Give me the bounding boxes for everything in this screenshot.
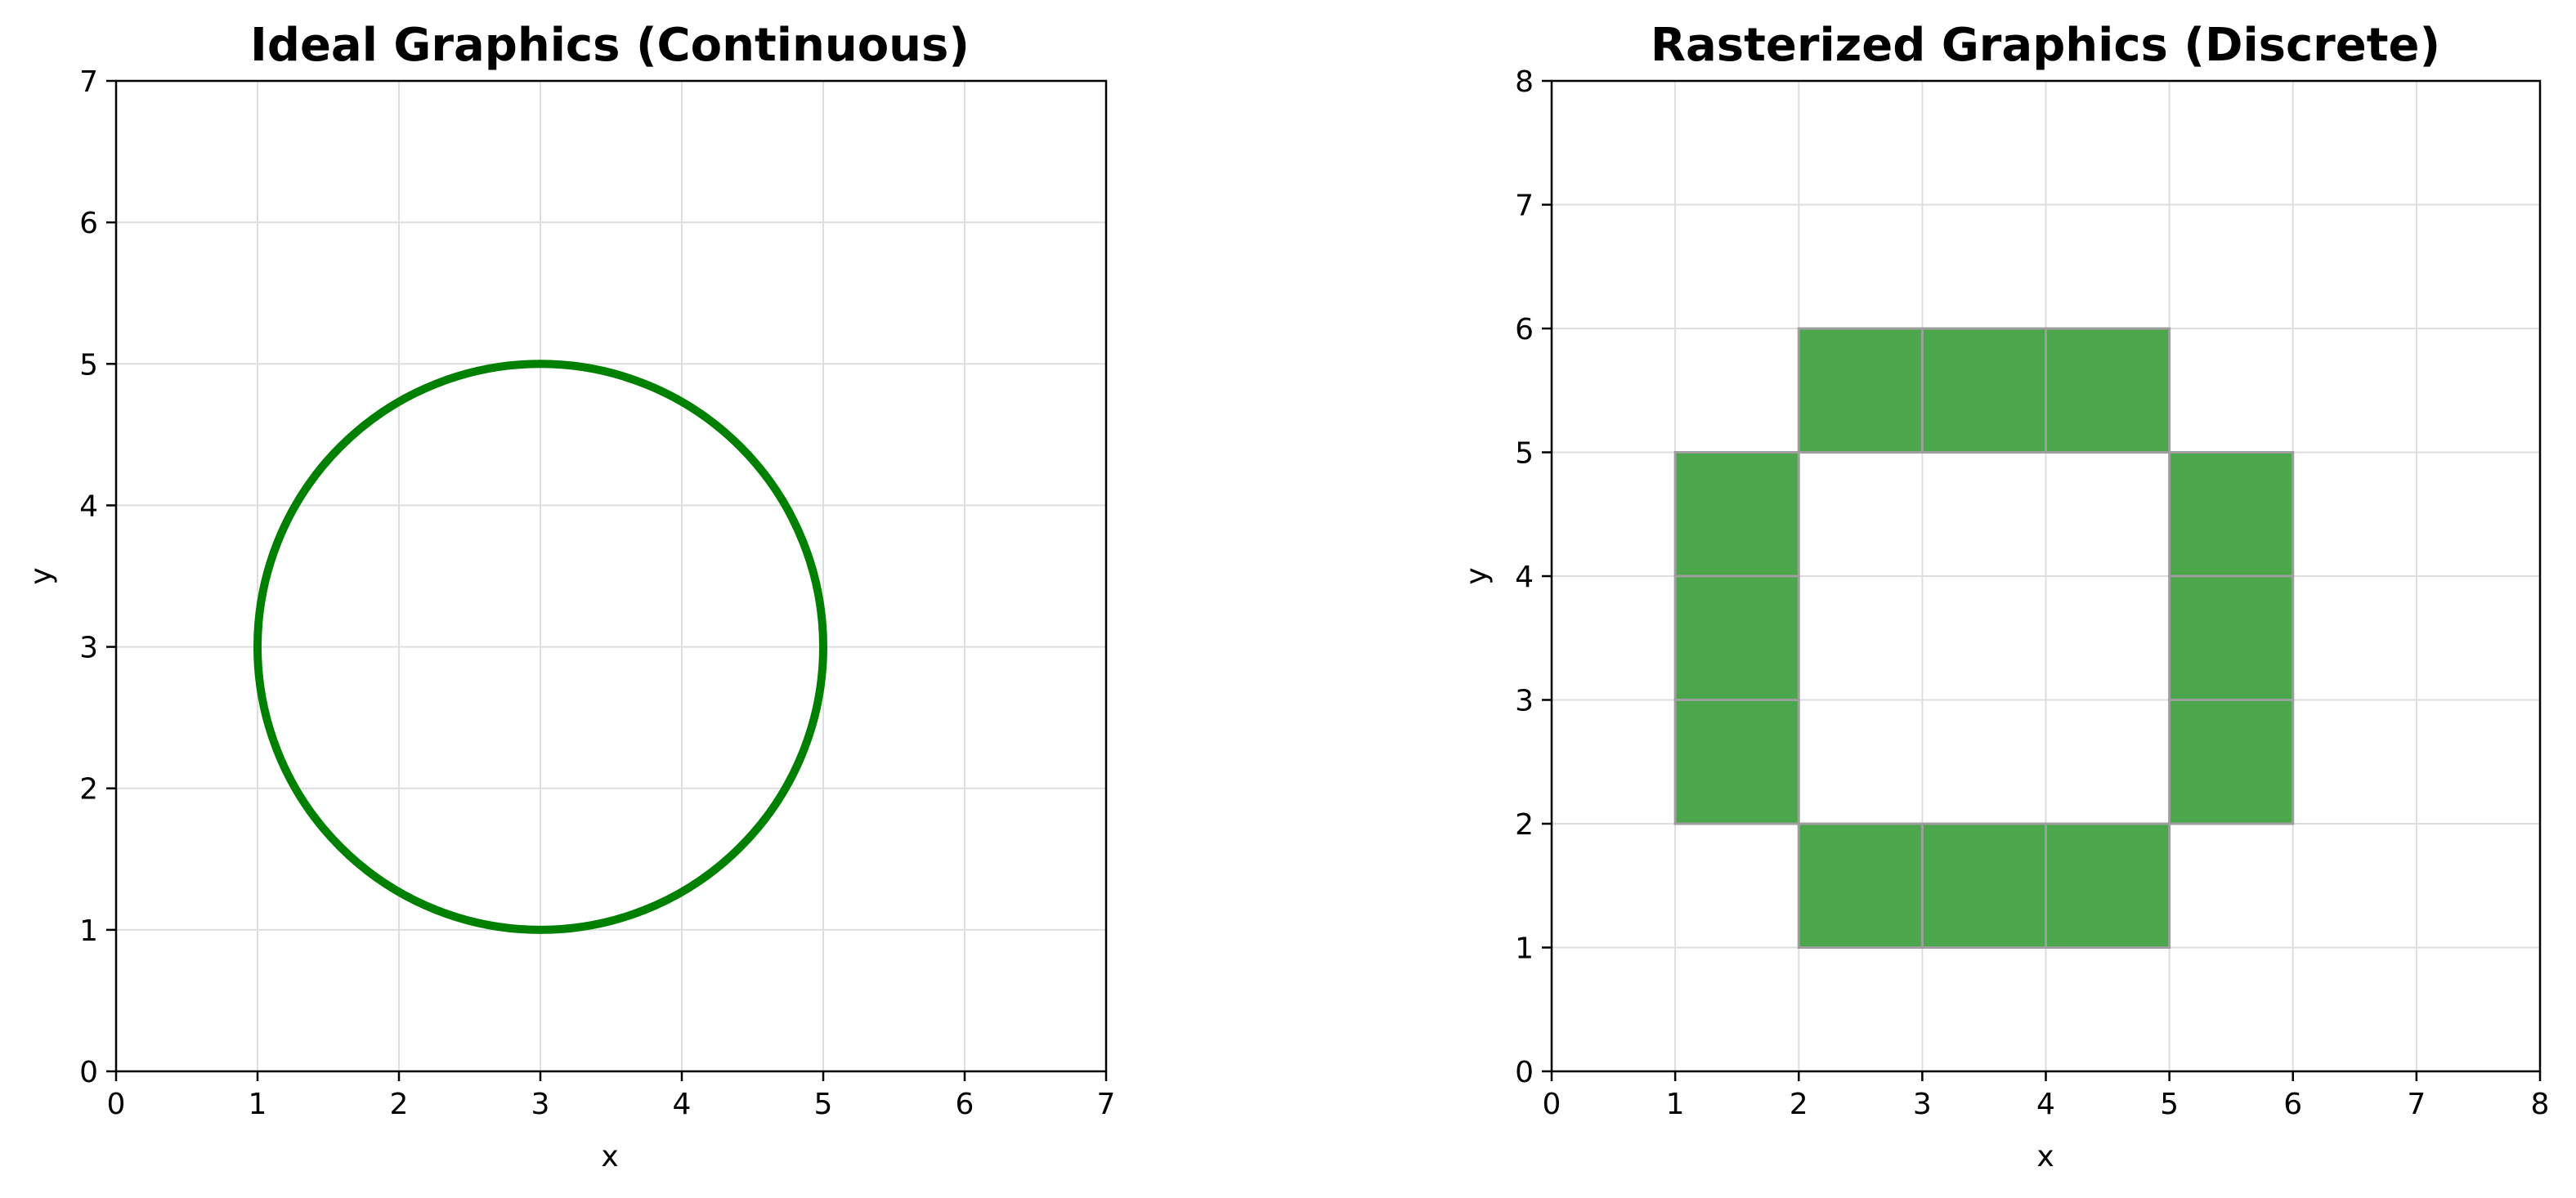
ideal-y-tick-label: 3 bbox=[79, 632, 98, 665]
raster-chart-title: Rasterized Graphics (Discrete) bbox=[1651, 19, 2440, 72]
ideal-x-tick-label: 1 bbox=[249, 1088, 267, 1121]
raster-pixel-cell bbox=[1797, 822, 1924, 949]
raster-y-axis-label: y bbox=[1460, 567, 1494, 584]
raster-y-tick-label: 6 bbox=[1515, 313, 1534, 346]
ideal-x-tick-label: 6 bbox=[956, 1088, 974, 1121]
ideal-x-tick-label: 3 bbox=[531, 1088, 550, 1121]
raster-pixel-cell bbox=[2168, 451, 2295, 578]
raster-y-tick-label: 8 bbox=[1515, 65, 1534, 99]
raster-y-tick-label: 5 bbox=[1515, 437, 1534, 471]
raster-x-tick-label: 0 bbox=[1543, 1088, 1561, 1121]
raster-pixel-cell bbox=[2045, 327, 2171, 454]
raster-pixel-cell bbox=[1673, 451, 1800, 578]
ideal-y-axis-label: y bbox=[25, 567, 58, 584]
ideal-x-tick-label: 2 bbox=[390, 1088, 409, 1121]
raster-pixel-cell bbox=[1673, 574, 1800, 701]
raster-x-tick-label: 4 bbox=[2036, 1088, 2055, 1121]
ideal-x-tick-label: 0 bbox=[107, 1088, 126, 1121]
ideal-graphics-panel: Ideal Graphics (Continuous) x y 0 1 2 3 4 5 6 7… bbox=[25, 19, 1115, 1173]
raster-y-tick-label: 3 bbox=[1515, 685, 1534, 718]
ideal-axes-frame bbox=[114, 79, 1108, 1073]
raster-pixel-cell bbox=[2168, 574, 2295, 701]
raster-y-tick-label: 7 bbox=[1515, 190, 1534, 223]
raster-y-tick-label: 4 bbox=[1515, 561, 1534, 594]
raster-y-tick-label: 1 bbox=[1515, 932, 1534, 966]
ideal-y-tick-label: 2 bbox=[79, 773, 98, 807]
raster-x-tick-label: 3 bbox=[1913, 1088, 1932, 1121]
ideal-y-tick-label: 1 bbox=[79, 914, 98, 948]
ideal-y-tick-label: 7 bbox=[79, 65, 98, 99]
raster-pixel-cell bbox=[1673, 699, 1800, 825]
raster-y-tick-label: 0 bbox=[1515, 1056, 1534, 1089]
ideal-y-tick-label: 0 bbox=[79, 1056, 98, 1089]
raster-x-tick-label: 6 bbox=[2283, 1088, 2302, 1121]
ideal-y-tick-label: 6 bbox=[79, 207, 98, 240]
ideal-x-tick-label: 4 bbox=[673, 1088, 692, 1121]
ideal-y-tick-label: 4 bbox=[79, 489, 98, 523]
raster-pixel-cell bbox=[1920, 327, 2047, 454]
raster-x-tick-label: 5 bbox=[2160, 1088, 2179, 1121]
ideal-x-axis-label: x bbox=[601, 1140, 618, 1173]
ideal-y-tick-label: 5 bbox=[79, 348, 98, 382]
ideal-circle-outline bbox=[253, 360, 827, 934]
raster-pixel-cell bbox=[1920, 822, 2047, 949]
raster-x-tick-label: 1 bbox=[1666, 1088, 1685, 1121]
rasterized-graphics-panel: Rasterized Graphics (Discrete) x y 0 1 2 3 4… bbox=[1460, 19, 2549, 1173]
raster-pixel-cell bbox=[2045, 822, 2171, 949]
raster-y-tick-label: 2 bbox=[1515, 808, 1534, 842]
ideal-x-tick-label: 5 bbox=[814, 1088, 833, 1121]
ideal-x-tick-label: 7 bbox=[1097, 1088, 1116, 1121]
raster-x-tick-label: 8 bbox=[2531, 1088, 2550, 1121]
raster-pixel-cell bbox=[2168, 699, 2295, 825]
ideal-chart-title: Ideal Graphics (Continuous) bbox=[250, 19, 970, 72]
raster-pixel-cell bbox=[1797, 327, 1924, 454]
raster-x-axis-label: x bbox=[2036, 1140, 2054, 1173]
raster-x-tick-label: 7 bbox=[2407, 1088, 2426, 1121]
raster-x-tick-label: 2 bbox=[1790, 1088, 1808, 1121]
